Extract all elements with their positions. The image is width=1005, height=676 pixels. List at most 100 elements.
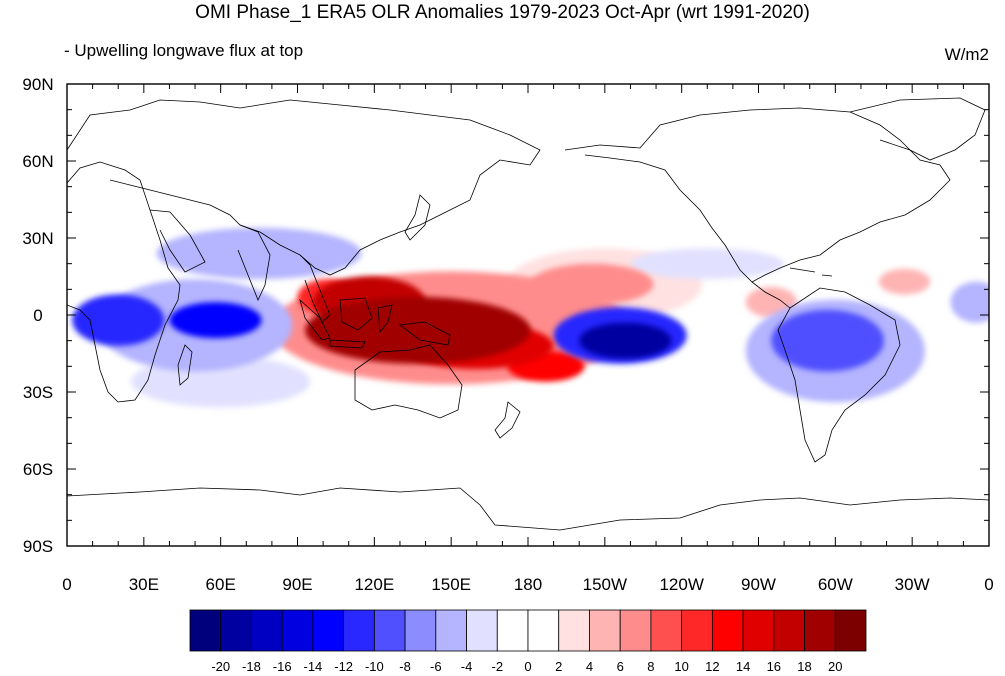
- colorbar-label: -10: [365, 659, 384, 674]
- colorbar-box-3: [281, 609, 314, 652]
- colorbar-box-9: [466, 609, 498, 652]
- colorbar: -20 -18 -16 -14 -12 -10 -8 -6 -4 -2 0 2 4 6 8 10 12 14 16 1…: [189, 609, 867, 674]
- colorbar-box-0: [189, 609, 222, 652]
- anomaly-field: [72, 227, 989, 408]
- colorbar-label: -20: [211, 659, 230, 674]
- colorbar-box-7: [404, 609, 437, 652]
- coastline-indochina: [299, 254, 331, 323]
- coastline-borneo: [339, 297, 373, 331]
- x-tick-label: 150E: [431, 575, 471, 594]
- colorbar-box-2: [251, 609, 283, 652]
- colorbar-box-17: [711, 609, 744, 652]
- colorbar-box-11: [527, 609, 560, 652]
- anomaly-region-10: [156, 227, 362, 280]
- x-tick-label: 120W: [659, 575, 703, 594]
- colorbar-box-6: [373, 609, 406, 652]
- colorbar-label: 14: [736, 659, 750, 674]
- anomaly-region-3: [630, 248, 785, 280]
- coastline-caribbean: [789, 267, 833, 277]
- x-tick-label: 60E: [206, 575, 236, 594]
- anomaly-region-11: [950, 281, 989, 323]
- coastline-arabia: [149, 209, 206, 273]
- coastline-india: [237, 224, 271, 302]
- coastline-south-america: [777, 287, 901, 463]
- y-tick-label: 60S: [23, 460, 53, 479]
- coastline-antarctica: [67, 487, 989, 531]
- colorbar-box-21: [834, 609, 867, 652]
- colorbar-box-14: [619, 609, 652, 652]
- anomaly-region-18: [169, 302, 262, 339]
- y-tick-label: 0: [33, 306, 42, 325]
- coastline-greenland: [849, 97, 986, 161]
- colorbar-box-4: [312, 609, 345, 652]
- y-tick-label: 30S: [23, 383, 53, 402]
- anomaly-region-1: [878, 268, 931, 295]
- coastline-north-america: [564, 107, 951, 283]
- colorbar-box-10: [496, 609, 529, 652]
- x-tick-label: 180: [514, 575, 542, 594]
- x-tick-label: 30E: [129, 575, 159, 594]
- colorbar-label: 18: [797, 659, 811, 674]
- colorbar-label: -16: [273, 659, 292, 674]
- anomaly-region-16: [72, 294, 165, 346]
- chart-title: OMI Phase_1 ERA5 OLR Anomalies 1979-2023…: [195, 2, 810, 23]
- chart-subtitle: - Upwelling longwave flux at top: [64, 41, 304, 60]
- colorbar-label: 16: [767, 659, 781, 674]
- anomaly-region-8: [530, 263, 654, 305]
- colorbar-label: -6: [430, 659, 442, 674]
- colorbar-label: 20: [828, 659, 842, 674]
- colorbar-label: -4: [461, 659, 473, 674]
- coastline-sulawesi: [377, 304, 393, 334]
- colorbar-label: 2: [555, 659, 562, 674]
- colorbar-label: 4: [586, 659, 593, 674]
- axis-ticks: [66, 83, 990, 547]
- x-tick-label: 30W: [895, 575, 930, 594]
- colorbar-box-19: [773, 609, 805, 652]
- x-tick-label: 90E: [282, 575, 312, 594]
- axis-tick-labels: 0 30E 60E 90E 120E 150E 180 150W 120W 90W 60W 30W 09…: [22, 75, 993, 594]
- coastline-eurasia: [67, 99, 541, 276]
- x-tick-label: 0: [984, 575, 993, 594]
- coastlines: [67, 97, 989, 531]
- coastline-australia: [354, 344, 463, 419]
- anomaly-region-20: [305, 297, 531, 364]
- x-tick-label: 0: [62, 575, 71, 594]
- colorbar-label: 12: [705, 659, 719, 674]
- x-tick-label: 120E: [354, 575, 394, 594]
- coastline-newzealand: [494, 401, 521, 439]
- coastline-sumatra: [299, 298, 331, 341]
- anomaly-region-13: [771, 309, 884, 372]
- colorbar-box-12: [558, 609, 590, 652]
- coastline-newguinea: [398, 321, 451, 346]
- colorbar-box-5: [343, 609, 375, 652]
- colorbar-box-13: [589, 609, 621, 652]
- colorbar-box-16: [681, 609, 713, 652]
- colorbar-label: -18: [242, 659, 261, 674]
- colorbar-box-20: [804, 609, 836, 652]
- x-tick-label: 90W: [741, 575, 776, 594]
- colorbar-box-1: [220, 609, 252, 652]
- y-tick-label: 60N: [22, 152, 53, 171]
- y-tick-label: 30N: [22, 229, 53, 248]
- anomaly-region-21: [579, 322, 672, 359]
- coastline-madagascar: [177, 344, 193, 386]
- y-tick-label: 90N: [22, 75, 53, 94]
- colorbar-box-15: [650, 609, 683, 652]
- coastline-central-america: [751, 281, 791, 309]
- colorbar-label: -14: [304, 659, 323, 674]
- colorbar-label: 10: [674, 659, 688, 674]
- colorbar-label: -12: [334, 659, 353, 674]
- colorbar-label: 0: [524, 659, 531, 674]
- x-tick-label: 150W: [583, 575, 627, 594]
- coastline-africa: [67, 161, 181, 403]
- coastline-java: [329, 339, 366, 349]
- x-tick-label: 60W: [818, 575, 853, 594]
- colorbar-box-18: [742, 609, 775, 652]
- colorbar-box-8: [435, 609, 467, 652]
- units-label: W/m2: [944, 45, 989, 64]
- y-tick-label: 90S: [23, 537, 53, 556]
- colorbar-label: -2: [491, 659, 503, 674]
- colorbar-label: 6: [617, 659, 624, 674]
- colorbar-label: 8: [647, 659, 654, 674]
